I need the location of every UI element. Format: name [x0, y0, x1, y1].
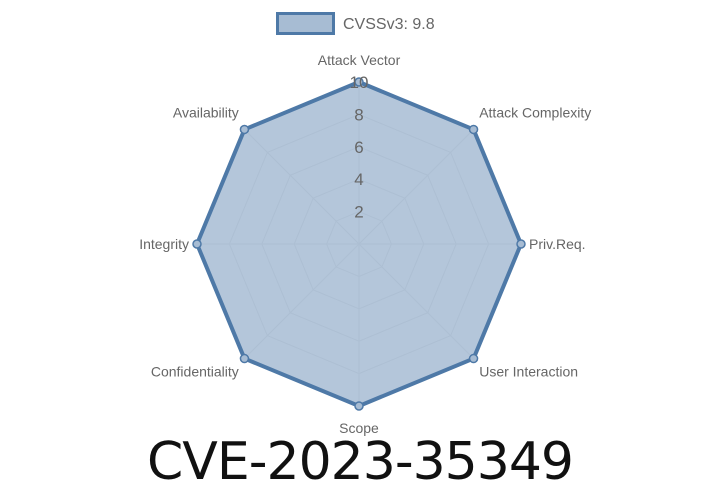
tick-label: 2 [354, 203, 363, 222]
radial-ticks: 2 4 6 8 10 [350, 73, 369, 222]
tick-label: 6 [354, 138, 363, 157]
axis-label: Attack Complexity [479, 104, 591, 120]
legend[interactable]: CVSSv3: 9.8 [276, 12, 435, 35]
data-point[interactable] [354, 77, 364, 87]
chart-title: CVE-2023-35349 [146, 432, 574, 492]
tick-label: 4 [354, 170, 363, 189]
data-point[interactable] [239, 124, 250, 135]
data-point[interactable] [239, 353, 250, 364]
legend-swatch [276, 12, 335, 35]
tick-label: 10 [350, 73, 369, 92]
axis-label: User Interaction [479, 364, 578, 380]
axis-label: Priv.Req. [529, 236, 586, 252]
axis-label: Scope [339, 420, 379, 436]
legend-label: CVSSv3: 9.8 [343, 16, 435, 33]
data-point[interactable] [354, 401, 364, 411]
data-point[interactable] [516, 239, 526, 249]
axis-labels: Attack Vector Attack Complexity Priv.Req. U… [139, 52, 591, 436]
data-point[interactable] [192, 239, 202, 249]
data-point[interactable] [468, 353, 479, 364]
axis-label: Availability [173, 104, 239, 120]
data-point[interactable] [468, 124, 479, 135]
tick-label: 8 [354, 105, 363, 124]
axis-label: Integrity [139, 236, 189, 252]
axis-label: Attack Vector [318, 52, 401, 68]
axis-label: Confidentiality [151, 364, 239, 380]
radar-series [192, 77, 526, 411]
